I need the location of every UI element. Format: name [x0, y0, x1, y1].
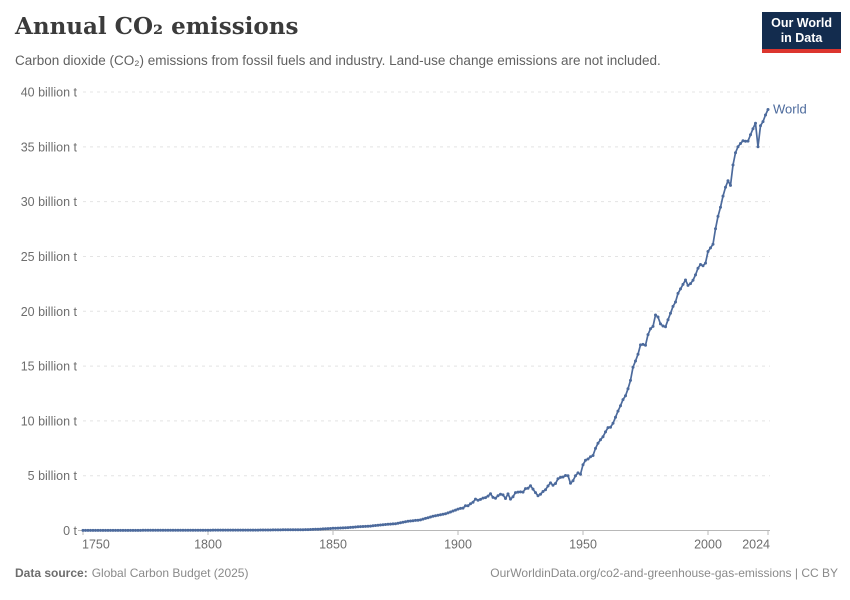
- data-source-link[interactable]: Global Carbon Budget (2025): [91, 566, 249, 580]
- world-emissions-markers: [81, 108, 770, 532]
- emissions-line-chart[interactable]: 0 t 5 billion t 10 billion t 15 billion t 20…: [0, 80, 850, 555]
- owid-logo[interactable]: Our World in Data: [762, 12, 841, 53]
- y-tick-label: 0 t: [63, 524, 77, 538]
- x-tick-label: 2000: [694, 538, 722, 552]
- x-tick-label: 1900: [444, 538, 472, 552]
- world-emissions-line: [82, 108, 769, 532]
- x-tick-label: 1950: [569, 538, 597, 552]
- owid-logo-line2: in Data: [780, 31, 823, 45]
- x-tick-label: 1750: [82, 538, 110, 552]
- page-title: Annual CO₂ emissions: [15, 13, 299, 40]
- x-tick-label: 1850: [319, 538, 347, 552]
- chart-subtitle: Carbon dioxide (CO₂) emissions from foss…: [15, 53, 661, 68]
- data-source: Data source: Global Carbon Budget (2025): [15, 566, 248, 580]
- chart-header: Annual CO₂ emissions Our World in Data: [15, 12, 841, 53]
- y-tick-label: 35 billion t: [21, 140, 78, 154]
- attribution: OurWorldinData.org/co2-and-greenhouse-ga…: [490, 566, 838, 580]
- series-end-label: World: [773, 102, 807, 117]
- chart-footer: Data source: Global Carbon Budget (2025) …: [15, 566, 838, 580]
- y-tick-label: 5 billion t: [28, 469, 78, 483]
- y-tick-label: 20 billion t: [21, 305, 78, 319]
- y-tick-label: 15 billion t: [21, 360, 78, 374]
- chart-area[interactable]: 0 t 5 billion t 10 billion t 15 billion t 20…: [0, 80, 850, 555]
- x-tick-label: 1800: [194, 538, 222, 552]
- y-tick-label: 10 billion t: [21, 414, 78, 428]
- attribution-link[interactable]: OurWorldinData.org/co2-and-greenhouse-ga…: [490, 566, 838, 580]
- y-tick-label: 30 billion t: [21, 195, 78, 209]
- y-tick-label: 25 billion t: [21, 250, 78, 264]
- y-tick-label: 40 billion t: [21, 86, 78, 100]
- owid-logo-line1: Our World: [771, 16, 832, 30]
- x-tick-label: 2024: [742, 538, 770, 552]
- data-source-label: Data source:: [15, 566, 88, 580]
